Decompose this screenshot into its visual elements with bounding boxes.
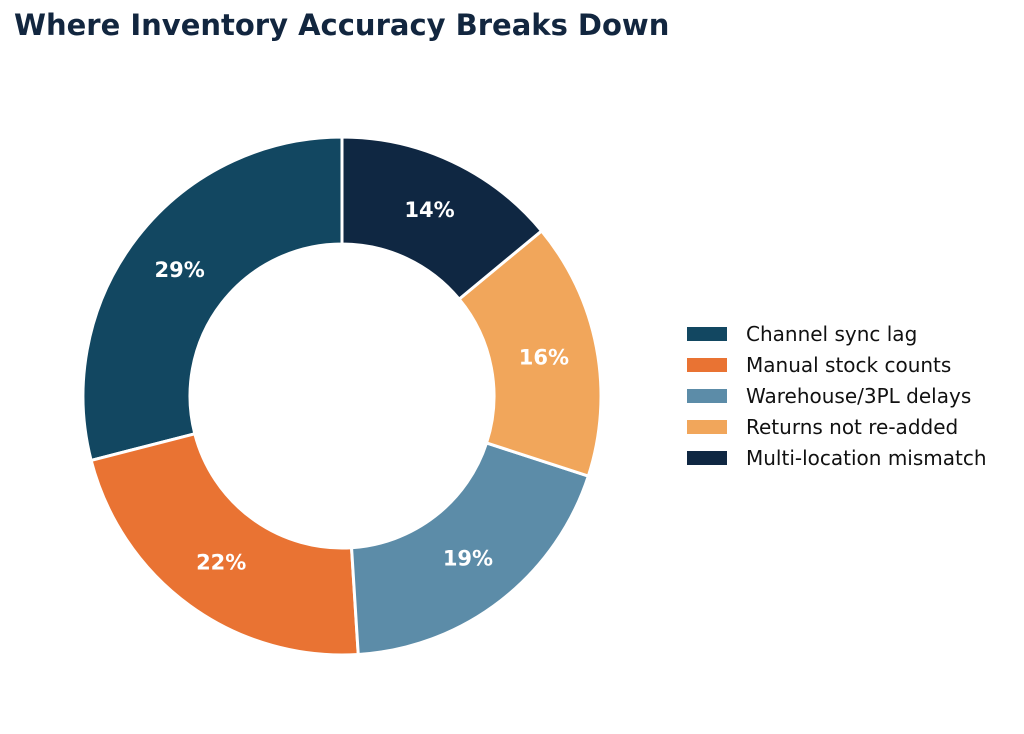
chart-title: Where Inventory Accuracy Breaks Down (14, 8, 670, 42)
legend-label: Warehouse/3PL delays (746, 383, 972, 408)
chart-legend: Channel sync lag Manual stock counts Wareh… (687, 318, 987, 473)
legend-swatch (687, 419, 727, 434)
legend-item-channel-sync-lag: Channel sync lag (687, 318, 987, 349)
legend-label: Manual stock counts (746, 352, 952, 377)
legend-swatch (687, 357, 727, 372)
legend-item-returns-not-re-added: Returns not re-added (687, 411, 987, 442)
legend-label: Returns not re-added (746, 414, 959, 439)
donut-slice-channel-sync-lag (81, 135, 344, 462)
slice-label-multi-location-mismatch: 14% (404, 198, 454, 222)
legend-item-multi-location-mismatch: Multi-location mismatch (687, 442, 987, 473)
slice-label-channel-sync-lag: 29% (154, 258, 204, 282)
legend-label: Channel sync lag (746, 321, 918, 346)
donut-slice-returns-not-re-added (457, 229, 603, 478)
legend-label: Multi-location mismatch (746, 445, 987, 470)
donut-slice-multi-location-mismatch (340, 135, 544, 301)
donut-chart: 29% 22% 19% 16% 14% (81, 135, 603, 657)
legend-swatch (687, 326, 727, 341)
legend-swatch (687, 388, 727, 403)
slice-label-warehouse-3pl-delays: 19% (443, 546, 493, 570)
legend-item-manual-stock-counts: Manual stock counts (687, 349, 987, 380)
donut-slice-manual-stock-counts (89, 432, 360, 657)
legend-swatch (687, 450, 727, 465)
legend-item-warehouse-3pl-delays: Warehouse/3PL delays (687, 380, 987, 411)
donut-slice-warehouse-3pl-delays (350, 441, 590, 656)
slice-label-manual-stock-counts: 22% (196, 550, 246, 574)
slice-label-returns-not-re-added: 16% (519, 345, 569, 369)
